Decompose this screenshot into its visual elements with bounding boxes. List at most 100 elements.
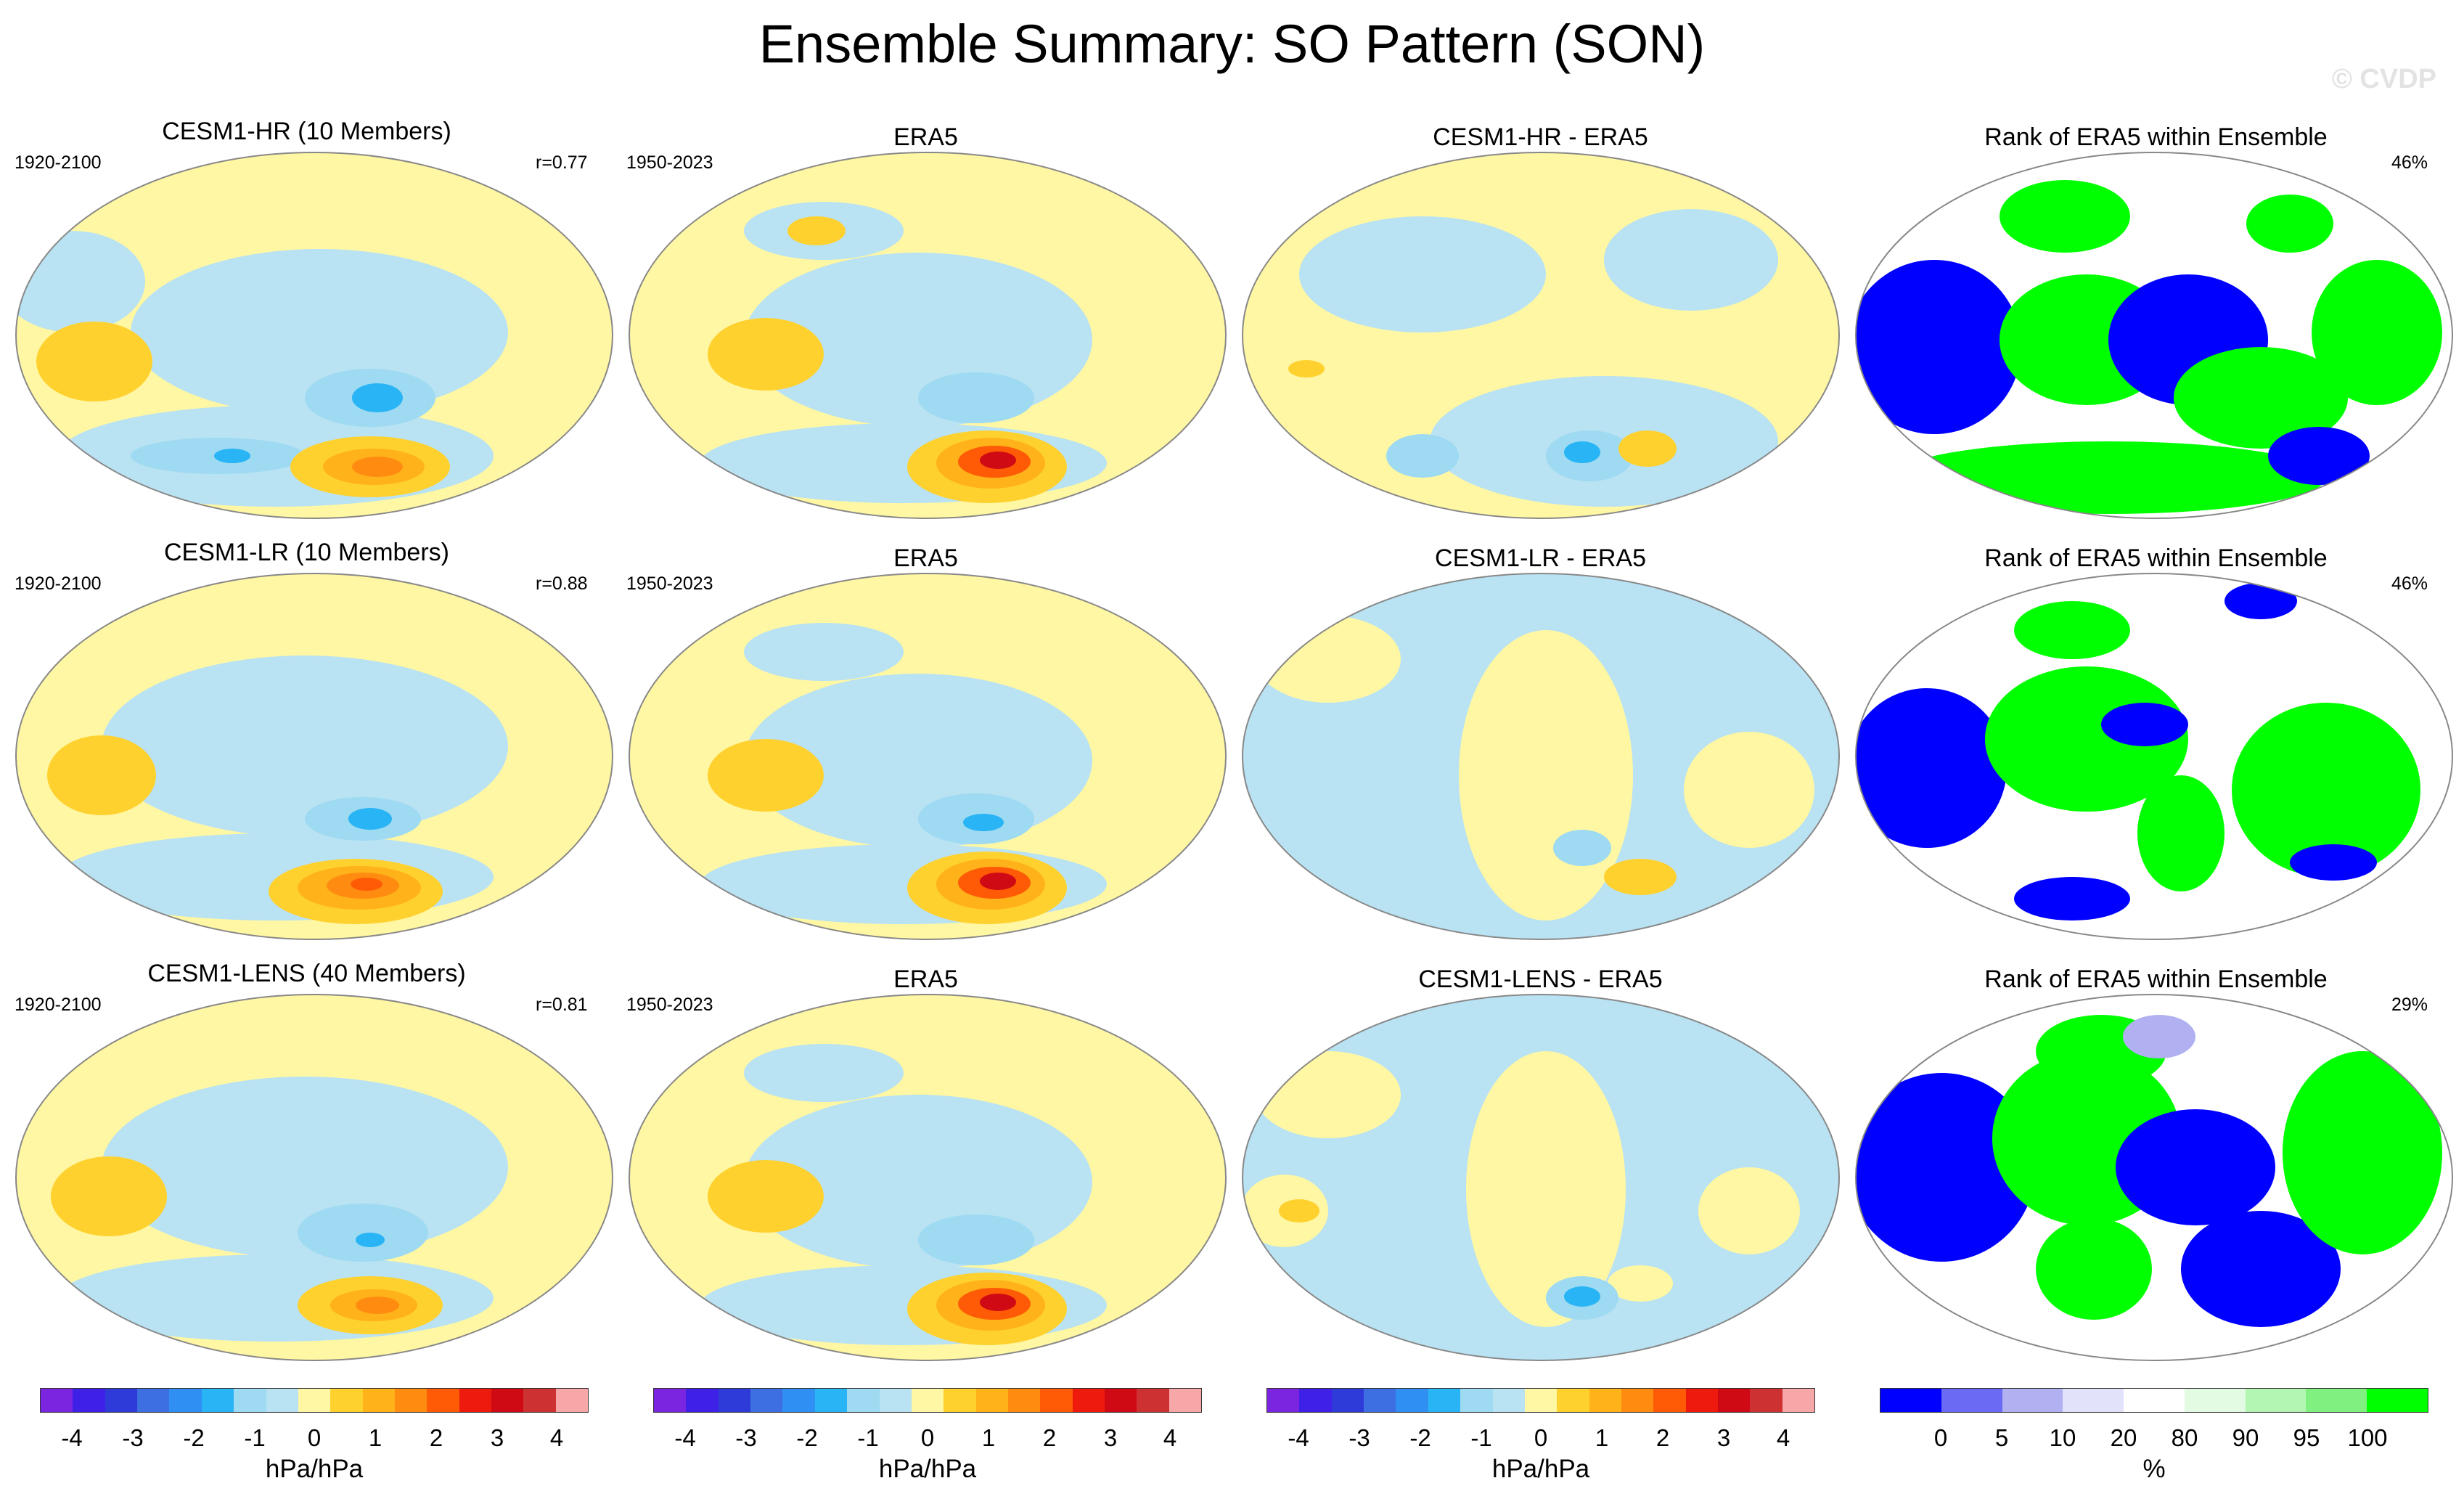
colorbar-swatch	[654, 1389, 687, 1412]
cvdp-watermark: © CVDP	[2331, 64, 2436, 94]
panel-years-model-3: 1920-2100	[15, 995, 102, 1015]
map-model-3	[15, 994, 613, 1361]
colorbar-tick: -2	[796, 1424, 818, 1451]
colorbar-tick: -2	[183, 1424, 205, 1451]
colorbar-swatch	[2124, 1389, 2185, 1412]
map-diff-3	[1242, 994, 1840, 1361]
map-rank-3	[1855, 994, 2453, 1361]
map-rank-2	[1855, 573, 2453, 940]
panel-pct-rank-1: 46%	[2391, 152, 2428, 173]
panel-pct-rank-2: 46%	[2391, 573, 2428, 594]
colorbar-swatch	[1621, 1389, 1654, 1412]
colorbar-tick: 3	[1103, 1424, 1118, 1451]
colorbar-rank-boxes	[1880, 1388, 2428, 1413]
colorbar-swatch	[1460, 1389, 1493, 1412]
colorbar-swatch	[555, 1389, 589, 1412]
panel-years-model-1: 1920-2100	[15, 152, 102, 173]
colorbar-tick: 4	[549, 1424, 564, 1451]
panel-title-obs-1: ERA5	[893, 123, 958, 151]
colorbar-swatch	[1685, 1389, 1719, 1412]
colorbar-swatch	[2063, 1389, 2124, 1412]
colorbar-tick: -4	[61, 1424, 83, 1451]
panel-title-rank-2: Rank of ERA5 within Ensemble	[1984, 544, 2328, 572]
colorbar-unit: %	[2142, 1455, 2166, 1483]
panel-title-rank-3: Rank of ERA5 within Ensemble	[1984, 966, 2328, 993]
colorbar-swatch	[73, 1389, 105, 1412]
colorbar-swatch	[718, 1389, 751, 1412]
panel-pct-rank-3: 29%	[2391, 995, 2428, 1015]
colorbar-swatch	[686, 1389, 719, 1412]
colorbar-diff-boxes	[1266, 1388, 1815, 1413]
colorbar-tick: -2	[1409, 1424, 1431, 1451]
colorbar-swatch	[1364, 1389, 1396, 1412]
figure-title: Ensemble Summary: SO Pattern (SON)	[758, 14, 1706, 74]
panel-corr-model-2: r=0.88	[536, 573, 588, 594]
colorbar-tick: 5	[1994, 1424, 2009, 1451]
colorbar-tick: -3	[122, 1424, 144, 1451]
colorbar-swatch	[1137, 1389, 1169, 1412]
colorbar-swatch	[523, 1389, 556, 1412]
colorbar-swatch	[427, 1389, 459, 1412]
colorbar-swatch	[1396, 1389, 1428, 1412]
colorbar-swatch	[1428, 1389, 1461, 1412]
colorbar-swatch	[298, 1389, 331, 1412]
panel-title-obs-2: ERA5	[893, 544, 958, 572]
colorbar-swatch	[201, 1389, 234, 1412]
colorbar-diff: -4 -3 -2 -1 0 1 2 3 4 hPa/hPa	[1266, 1388, 1815, 1483]
colorbar-swatch	[1267, 1389, 1300, 1412]
colorbar-swatch	[750, 1389, 783, 1412]
colorbar-tick: -3	[735, 1424, 757, 1451]
colorbar-rank: 0 5 10 20 80 90 95 100 %	[1880, 1388, 2428, 1483]
colorbar-obs: -4 -3 -2 -1 0 1 2 3 4 hPa/hPa	[653, 1388, 1202, 1483]
colorbar-swatch	[1105, 1389, 1137, 1412]
colorbar-swatch	[2245, 1389, 2307, 1412]
colorbar-tick: 0	[1933, 1424, 1948, 1451]
colorbar-tick: 0	[307, 1424, 322, 1451]
colorbar-tick: 100	[2347, 1424, 2388, 1451]
colorbar-swatch	[1941, 1389, 2002, 1412]
colorbar-tick: 4	[1163, 1424, 1177, 1451]
colorbar-swatch	[2367, 1389, 2428, 1412]
colorbar-tick: -4	[674, 1424, 696, 1451]
colorbar-swatch	[169, 1389, 202, 1412]
panel-years-obs-1: 1950-2023	[626, 152, 713, 173]
map-model-2	[15, 573, 613, 940]
panel-title-model-3: CESM1-LENS (40 Members)	[147, 960, 466, 987]
colorbar-swatch	[1007, 1389, 1041, 1412]
colorbar-obs-boxes	[653, 1388, 1202, 1413]
colorbar-swatch	[1557, 1389, 1589, 1412]
colorbar-swatch	[814, 1389, 848, 1412]
colorbar-swatch	[1168, 1389, 1202, 1412]
colorbar-swatch	[1072, 1389, 1105, 1412]
colorbar-tick: 1	[1595, 1424, 1609, 1451]
colorbar-tick: 3	[1716, 1424, 1731, 1451]
colorbar-swatch	[330, 1389, 363, 1412]
map-obs-2	[629, 573, 1227, 940]
panel-title-diff-3: CESM1-LENS - ERA5	[1418, 966, 1663, 993]
colorbar-tick: 0	[920, 1424, 935, 1451]
panel-title-model-2: CESM1-LR (10 Members)	[164, 539, 449, 566]
colorbar-model: -4 -3 -2 -1 0 1 2 3 4 hPa/hPa	[40, 1388, 589, 1483]
colorbar-unit: hPa/hPa	[1491, 1455, 1590, 1483]
colorbar-swatch	[2184, 1389, 2246, 1412]
colorbar-tick: 2	[1042, 1424, 1057, 1451]
panel-title-model-1: CESM1-HR (10 Members)	[162, 118, 451, 145]
colorbar-tick: 80	[2171, 1424, 2198, 1451]
colorbar-tick: 95	[2293, 1424, 2320, 1451]
map-obs-3	[629, 994, 1227, 1361]
colorbar-swatch	[459, 1389, 492, 1412]
panel-title-rank-1: Rank of ERA5 within Ensemble	[1984, 123, 2328, 151]
colorbar-unit: hPa/hPa	[265, 1455, 364, 1483]
colorbar-swatch	[105, 1389, 138, 1412]
colorbar-swatch	[1492, 1389, 1525, 1412]
panel-years-obs-3: 1950-2023	[626, 995, 713, 1015]
colorbar-swatch	[911, 1389, 944, 1412]
panel-corr-model-1: r=0.77	[536, 152, 588, 173]
colorbar-tick: 4	[1776, 1424, 1790, 1451]
colorbar-swatch	[491, 1389, 524, 1412]
colorbar-swatch	[944, 1389, 976, 1412]
colorbar-tick: -4	[1288, 1424, 1309, 1451]
colorbar-tick: 1	[368, 1424, 382, 1451]
colorbar-tick: 3	[490, 1424, 504, 1451]
colorbar-swatch	[1524, 1389, 1558, 1412]
